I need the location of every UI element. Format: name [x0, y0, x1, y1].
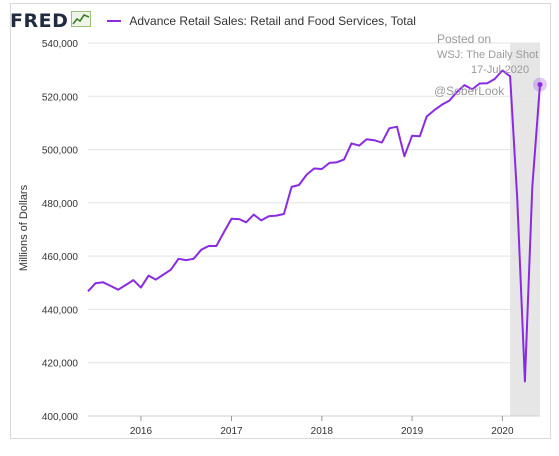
y-axis-label: Millions of Dollars [18, 184, 30, 271]
watermark-line-3: 17-Jul-2020 [471, 64, 530, 76]
y-tick-label: 440,000 [42, 305, 79, 316]
x-tick-label: 2020 [491, 426, 514, 437]
y-tick-label: 520,000 [42, 92, 79, 103]
line-chart-icon [71, 10, 92, 32]
watermark-line-1: Posted on [437, 32, 492, 46]
fred-logo[interactable]: FRED [10, 10, 92, 32]
legend-swatch [107, 20, 122, 22]
fred-logo-text: FRED [10, 10, 69, 32]
x-tick-label: 2019 [401, 426, 424, 437]
y-tick-label: 500,000 [42, 146, 79, 157]
chart-frame [10, 3, 551, 439]
legend-label: Advance Retail Sales: Retail and Food Se… [129, 14, 416, 28]
x-tick-label: 2017 [220, 426, 243, 437]
watermark-line-4: @SoberLook [434, 84, 505, 98]
y-tick-label: 460,000 [42, 252, 79, 263]
series-line [87, 69, 541, 383]
chart-header: FRED Advance Retail Sales: Retail and Fo… [10, 8, 416, 34]
watermark-line-2: WSJ: The Daily Shot [437, 49, 539, 61]
chart-legend[interactable]: Advance Retail Sales: Retail and Food Se… [107, 14, 416, 28]
y-tick-label: 400,000 [42, 412, 79, 423]
y-tick-label: 420,000 [42, 359, 79, 370]
y-tick-label: 480,000 [42, 199, 79, 210]
x-tick-label: 2016 [130, 426, 153, 437]
x-tick-label: 2018 [311, 426, 334, 437]
last-point-marker [537, 82, 543, 88]
y-tick-label: 540,000 [42, 39, 79, 50]
